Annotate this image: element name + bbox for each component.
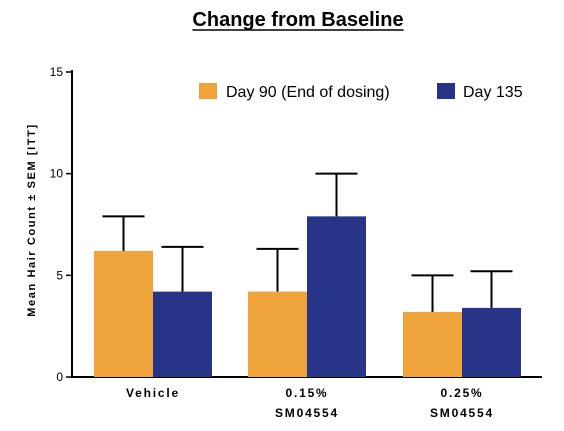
legend-label: Day 135	[463, 84, 523, 101]
bar	[307, 216, 366, 377]
category-label: 0.15%	[285, 386, 328, 400]
error-bars	[102, 172, 513, 312]
category-label: SM04554	[430, 406, 494, 420]
y-tick-label: 15	[50, 65, 64, 79]
legend: Day 90 (End of dosing) Day 135	[199, 83, 523, 101]
legend-swatch	[437, 83, 455, 99]
chart-title-group: Change from Baseline	[192, 9, 404, 31]
bar	[94, 250, 153, 377]
category-labels: Vehicle 0.15% SM04554 0.25% SM04554	[126, 386, 494, 420]
y-tick-label: 10	[50, 167, 64, 181]
legend-swatch	[199, 83, 217, 99]
y-tick-label: 0	[56, 370, 63, 384]
legend-label: Day 90 (End of dosing)	[226, 84, 390, 101]
y-ticks: 0 5 10 15	[50, 65, 72, 384]
bar	[153, 291, 212, 377]
category-label: SM04554	[275, 406, 339, 420]
bar	[403, 311, 462, 377]
bar	[248, 291, 307, 377]
bars	[94, 216, 521, 377]
y-tick-label: 5	[56, 268, 63, 282]
category-label: 0.25%	[440, 386, 483, 400]
chart-title: Change from Baseline	[192, 9, 403, 31]
bar	[462, 307, 521, 377]
category-label: Vehicle	[126, 386, 180, 400]
y-axis-label: Mean Hair Count ± SEM [ITT]	[26, 123, 38, 316]
